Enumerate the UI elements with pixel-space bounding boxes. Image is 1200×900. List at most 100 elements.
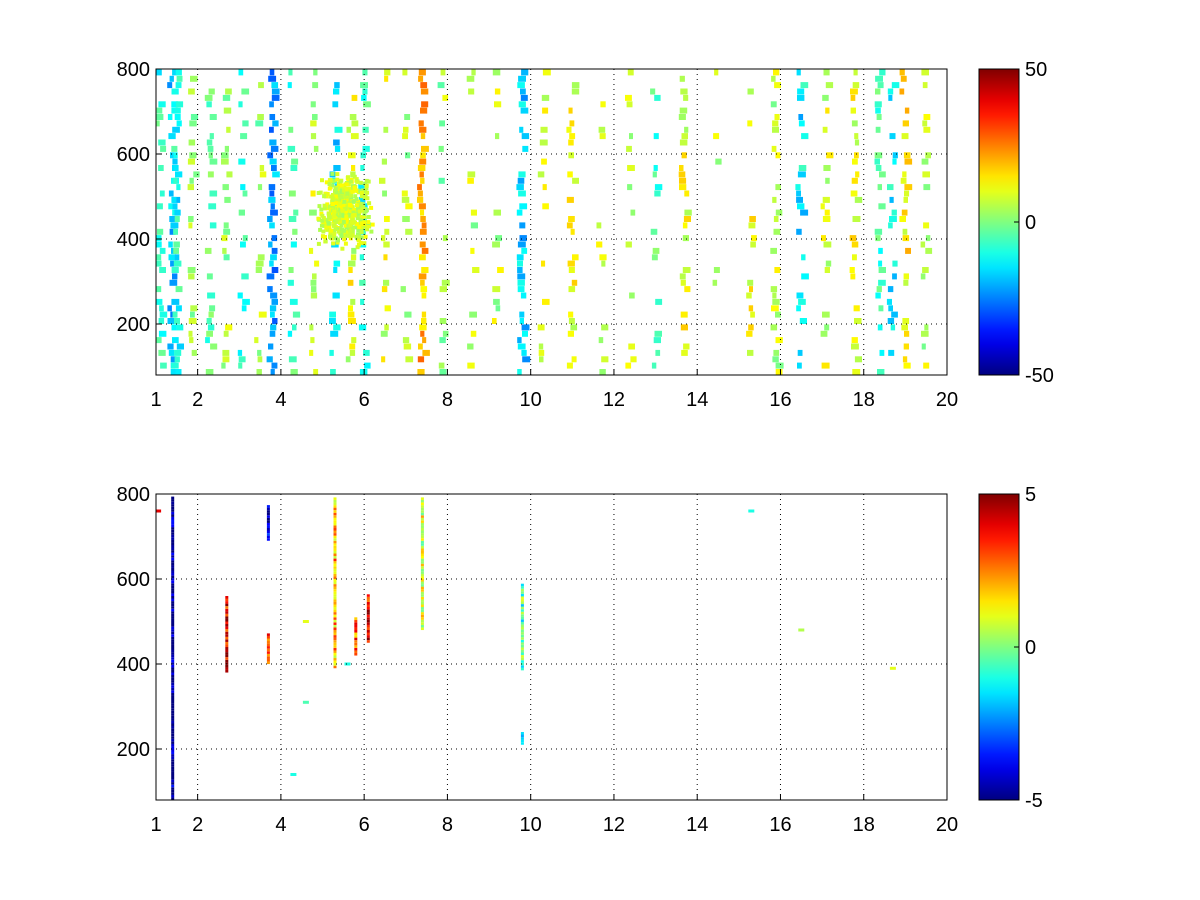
heatmap-cell (598, 337, 604, 344)
heatmap-cell (351, 94, 358, 101)
heatmap-cell (344, 187, 349, 192)
heatmap-segment-cell (171, 733, 175, 737)
heatmap-segment-cell (171, 496, 175, 500)
heatmap-cell (364, 186, 369, 191)
heatmap-cell (854, 318, 862, 324)
heatmap-point (156, 509, 162, 513)
heatmap-cell (566, 362, 573, 369)
heatmap-cell (319, 207, 324, 212)
heatmap-segment-cell (366, 619, 370, 623)
heatmap-cell (330, 369, 336, 375)
heatmap-segment-cell (266, 520, 270, 523)
heatmap-segment-cell (333, 622, 337, 625)
heatmap-point (798, 628, 805, 632)
heatmap-cell (879, 69, 886, 76)
heatmap-cell (901, 133, 909, 140)
heatmap-segment-cell (520, 647, 524, 650)
heatmap-cell (332, 228, 336, 233)
heatmap-cell (652, 171, 657, 178)
heatmap-cell (360, 201, 365, 206)
x-tick-label: 18 (853, 814, 875, 836)
heatmap-cell (438, 362, 445, 369)
heatmap-cell (681, 133, 688, 140)
heatmap-segment-cell (366, 596, 370, 600)
heatmap-cell (887, 318, 895, 324)
heatmap-cell (420, 330, 425, 337)
heatmap-segment-cell (354, 624, 358, 628)
heatmap-cell (517, 286, 525, 293)
heatmap-cell (350, 227, 355, 232)
heatmap-cell (309, 324, 314, 331)
heatmap-cell (325, 191, 330, 196)
heatmap-cell (902, 356, 908, 363)
heatmap-cell (874, 158, 880, 165)
heatmap-cell (360, 165, 365, 171)
heatmap-cell (852, 82, 860, 89)
heatmap-segment-cell (171, 560, 175, 563)
heatmap-cell (333, 194, 338, 199)
heatmap-cell (167, 343, 174, 350)
heatmap-cell (345, 356, 351, 363)
heatmap-cell (420, 82, 428, 89)
heatmap-cell (209, 222, 217, 229)
heatmap-segment-cell (520, 742, 524, 745)
heatmap-cell (888, 222, 893, 229)
heatmap-segment-cell (171, 741, 175, 744)
heatmap-segment-cell (333, 502, 337, 506)
heatmap-cell (207, 324, 215, 331)
heatmap-cell (351, 210, 356, 215)
heatmap-cell (773, 349, 780, 356)
heatmap-cell (327, 186, 332, 191)
heatmap-cell (348, 202, 352, 207)
heatmap-cell (191, 349, 197, 356)
heatmap-cell (332, 209, 337, 214)
heatmap-cell (679, 75, 685, 82)
heatmap-segment-cell (420, 530, 424, 534)
heatmap-cell (920, 273, 926, 280)
heatmap-cell (317, 204, 322, 209)
heatmap-cell (167, 305, 172, 312)
heatmap-segment-cell (333, 558, 337, 562)
heatmap-cell (270, 145, 279, 152)
heatmap-cell (801, 133, 809, 140)
heatmap-cell (521, 69, 529, 76)
heatmap-segment-cell (171, 705, 175, 709)
heatmap-cell (359, 229, 364, 234)
heatmap-cell (338, 215, 342, 220)
heatmap-cell (852, 369, 861, 375)
heatmap-cell (852, 216, 861, 222)
heatmap-cell (158, 165, 164, 171)
heatmap-segment-cell (225, 619, 229, 622)
heatmap-cell (354, 209, 359, 214)
heatmap-cell (290, 165, 298, 171)
heatmap-cell (169, 279, 178, 286)
heatmap-cell (267, 286, 273, 293)
heatmap-cell (350, 214, 355, 219)
heatmap-cell (358, 184, 366, 191)
heatmap-segment-cell (171, 524, 175, 528)
heatmap-cell (292, 311, 301, 318)
heatmap-cell (158, 330, 167, 337)
heatmap-cell (172, 311, 178, 318)
heatmap-cell (206, 101, 212, 108)
heatmap-cell (269, 190, 275, 197)
heatmap-cell (345, 191, 350, 196)
heatmap-cell (339, 205, 344, 210)
heatmap-cell (747, 349, 754, 356)
heatmap-cell (292, 228, 298, 235)
heatmap-segment-cell (520, 588, 524, 592)
heatmap-cell (269, 139, 277, 146)
heatmap-cell (327, 225, 332, 230)
heatmap-segment-cell (171, 547, 175, 551)
heatmap-cell (171, 324, 177, 331)
heatmap-cell (887, 286, 894, 293)
bottom-colorbar: 5 0 -5 (978, 484, 1043, 812)
x-tick-label: 14 (686, 389, 708, 411)
heatmap-cell (854, 196, 863, 203)
heatmap-segment-cell (333, 510, 337, 513)
heatmap-cell (384, 305, 391, 312)
heatmap-cell (240, 133, 248, 140)
heatmap-cell (176, 343, 184, 350)
heatmap-cell (404, 311, 412, 318)
heatmap-cell (404, 114, 411, 120)
